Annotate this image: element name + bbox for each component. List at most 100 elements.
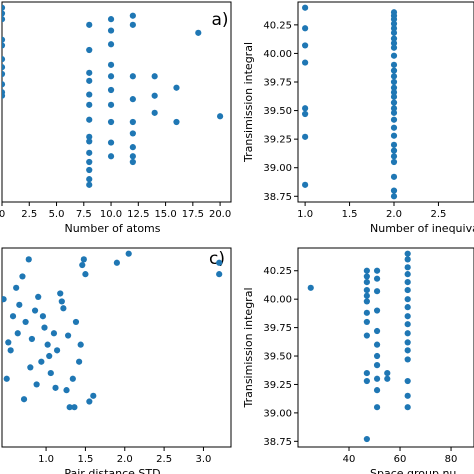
data-point [390, 35, 398, 42]
data-point [86, 101, 93, 108]
data-point [302, 4, 309, 11]
x-axis-label: Number of atoms [64, 222, 160, 235]
data-points [2, 250, 223, 411]
panel-label: c) [209, 249, 225, 269]
data-point [25, 256, 32, 263]
data-point [373, 375, 381, 382]
data-point [404, 392, 411, 399]
panel-3: 1.0 1.5 2.0 2.5 3.0 Pair distance STD c) [1, 247, 232, 474]
y-tick-label: 40.00 [263, 49, 292, 60]
data-point [71, 404, 78, 411]
data-point [86, 133, 93, 140]
data-point [302, 25, 309, 32]
y-tick-label: 40.25 [263, 20, 292, 31]
x-tick-label: 1.0 [38, 454, 54, 465]
data-point [216, 259, 223, 266]
data-point [390, 44, 398, 51]
data-point [2, 10, 6, 17]
data-point [404, 321, 411, 328]
data-point [390, 78, 398, 86]
data-point [390, 132, 398, 139]
data-point [390, 40, 398, 47]
data-point [390, 193, 398, 200]
data-point [107, 153, 115, 160]
data-point [125, 250, 132, 257]
data-point [390, 61, 398, 68]
data-point [86, 398, 93, 405]
data-point [86, 138, 93, 145]
data-point [9, 313, 17, 320]
data-point [404, 264, 411, 271]
data-point [52, 384, 59, 391]
data-point [363, 435, 370, 443]
data-point [107, 27, 115, 34]
data-point [86, 21, 93, 28]
data-point [373, 275, 381, 282]
data-point [113, 259, 120, 266]
data-point [38, 358, 45, 365]
panel-label: a) [211, 10, 228, 30]
data-point [76, 358, 83, 365]
y-axis-label: Transimission integral [242, 42, 255, 163]
data-point [384, 375, 391, 382]
data-point [373, 307, 381, 314]
data-point [86, 166, 93, 174]
data-point [390, 105, 398, 112]
data-points [307, 250, 411, 443]
data-point [390, 16, 398, 23]
data-point [2, 4, 6, 11]
data-point [307, 284, 314, 291]
data-point [390, 109, 398, 116]
axes-frame [1, 1, 232, 203]
data-point [2, 296, 7, 303]
data-point [129, 96, 136, 103]
x-tick-label: 3.0 [196, 454, 212, 465]
y-tick-label: 39.00 [263, 163, 292, 174]
data-point [373, 327, 381, 335]
y-axis-label: Transimission integral [242, 287, 255, 408]
data-point [107, 101, 115, 108]
data-point [373, 387, 381, 394]
x-axis-label: Number of inequival [370, 222, 474, 235]
x-tick-label: 15.0 [154, 209, 176, 220]
x-tick-label: 17.5 [182, 209, 204, 220]
data-point [302, 110, 309, 118]
data-point [363, 377, 370, 385]
data-point [363, 286, 370, 294]
data-point [404, 347, 411, 354]
data-points [2, 4, 224, 188]
data-point [404, 304, 411, 311]
data-point [86, 77, 93, 84]
data-point [363, 292, 370, 299]
data-point [22, 318, 29, 326]
data-point [151, 73, 158, 80]
data-point [390, 187, 398, 194]
data-point [86, 91, 93, 98]
x-tick-label: 2.5 [430, 209, 446, 220]
data-point [69, 375, 76, 382]
data-point [16, 301, 23, 308]
data-point [129, 118, 136, 126]
data-point [86, 116, 93, 123]
y-tick-label: 39.50 [263, 352, 292, 363]
axes-frame [297, 1, 474, 203]
data-point [57, 290, 64, 297]
panel-2: 1.0 1.5 2.0 2.5 38.75 39.00 39.25 39.50 39.75 40.… [242, 1, 474, 235]
y-tick-label: 39.25 [263, 380, 292, 391]
y-tick-label: 40.00 [263, 295, 292, 306]
data-point [390, 73, 398, 80]
data-point [302, 181, 309, 188]
axes-frame [297, 247, 474, 448]
data-point [107, 61, 115, 68]
data-point [363, 332, 370, 339]
data-point [86, 69, 93, 76]
x-tick-label: 2.0 [386, 209, 402, 220]
data-point [302, 42, 309, 49]
data-point [404, 271, 411, 278]
data-point [363, 273, 370, 280]
data-point [79, 261, 86, 269]
data-point [390, 89, 398, 96]
data-point [65, 332, 72, 339]
